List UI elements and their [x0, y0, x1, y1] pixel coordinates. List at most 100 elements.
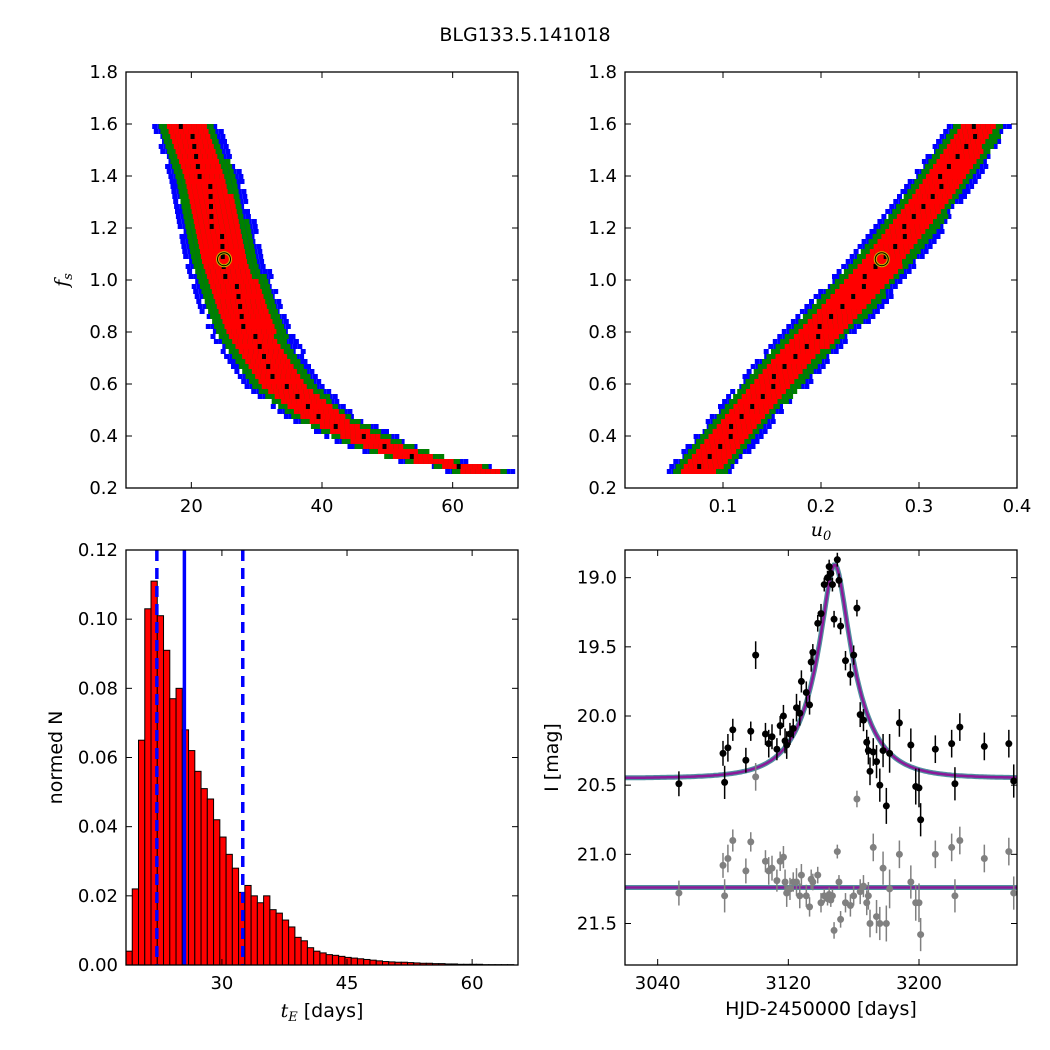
heatmap-cell — [669, 464, 675, 469]
heatmap-cell — [681, 469, 686, 474]
heatmap-cell — [943, 144, 949, 149]
heatmap-cell — [679, 459, 685, 464]
heatmap-cell — [924, 164, 930, 169]
heatmap-cell — [888, 294, 894, 299]
heatmap-core-cell — [840, 304, 845, 309]
heatmap-cell — [983, 164, 989, 169]
heatmap-cell — [225, 149, 231, 154]
heatmap-cell — [944, 184, 950, 189]
heatmap-cell — [316, 379, 322, 384]
heatmap-cell — [881, 229, 887, 234]
heatmap-cell — [798, 319, 804, 324]
heatmap-cell — [244, 324, 250, 329]
heatmap-cell — [230, 299, 236, 304]
heatmap-cell — [861, 239, 867, 244]
heatmap-cell — [278, 379, 284, 384]
heatmap-cell — [375, 439, 381, 444]
heatmap-cell — [766, 364, 772, 369]
heatmap-cell — [881, 294, 887, 299]
heatmap-cell — [229, 324, 235, 329]
heatmap-cell — [275, 374, 281, 379]
heatmap-cell — [826, 299, 831, 304]
heatmap-cell — [214, 199, 220, 204]
heatmap-cell — [907, 179, 913, 184]
heatmap-core-cell — [209, 214, 214, 219]
heatmap-cell — [232, 354, 238, 359]
heatmap-cell — [978, 149, 984, 154]
heatmap-cell — [940, 189, 946, 194]
heatmap-cell — [188, 274, 194, 279]
heatmap-cell — [251, 219, 257, 224]
heatmap-cell — [226, 304, 232, 309]
heatmap-cell — [334, 399, 340, 404]
heatmap-cell — [177, 224, 183, 229]
heatmap-cell — [792, 369, 798, 374]
heatmap-cell — [208, 144, 214, 149]
heatmap-cell — [240, 209, 245, 214]
heatmap-cell — [759, 409, 765, 414]
heatmap-cell — [186, 204, 192, 209]
heatmap-cell — [215, 179, 221, 184]
heatmap-cell — [855, 294, 861, 299]
heatmap-cell — [206, 289, 212, 294]
heatmap-cell — [220, 314, 226, 319]
heatmap-cell — [833, 324, 839, 329]
heatmap-cell — [260, 344, 266, 349]
heatmap-cell — [346, 439, 352, 444]
heatmap-cell — [235, 269, 241, 274]
heatmap-cell — [263, 294, 269, 299]
heatmap-cell — [260, 314, 266, 319]
heatmap-cell — [222, 214, 228, 219]
heatmap-cell — [171, 124, 177, 129]
heatmap-cell — [195, 134, 201, 139]
heatmap-cell — [205, 229, 211, 234]
heatmap-cell — [837, 319, 843, 324]
heatmap-cell — [854, 284, 860, 289]
heatmap-cell — [771, 354, 777, 359]
heatmap-cell — [228, 194, 234, 199]
heatmap-cell — [938, 164, 943, 169]
heatmap-cell — [200, 134, 206, 139]
heatmap-cell — [956, 144, 962, 149]
heatmap-cell — [799, 339, 805, 344]
heatmap-cell — [943, 214, 949, 219]
y-tick-label: 1.4 — [89, 166, 118, 187]
heatmap-cell — [277, 409, 283, 414]
heatmap-cell — [231, 169, 237, 174]
heatmap-cell — [846, 304, 852, 309]
heatmap-cell — [381, 434, 387, 439]
heatmap-cell — [317, 404, 323, 409]
heatmap-cell — [179, 194, 185, 199]
heatmap-cell — [424, 449, 430, 454]
heatmap-cell — [252, 339, 258, 344]
heatmap-cell — [735, 414, 740, 419]
heatmap-cell — [284, 409, 290, 414]
heatmap-cell — [780, 349, 786, 354]
heatmap-cell — [739, 409, 745, 414]
heatmap-cell — [333, 409, 339, 414]
heatmap-cell — [409, 444, 415, 449]
heatmap-cell — [692, 449, 698, 454]
heatmap-cell — [259, 284, 265, 289]
heatmap-cell — [394, 434, 400, 439]
heatmap-cell — [242, 339, 248, 344]
heatmap-cell — [300, 349, 306, 354]
heatmap-cell — [191, 184, 197, 189]
heatmap-cell — [942, 194, 948, 199]
heatmap-cell — [354, 444, 360, 449]
heatmap-cell — [289, 409, 295, 414]
heatmap-cell — [192, 214, 198, 219]
heatmap-cell — [887, 259, 892, 264]
heatmap-cell — [230, 269, 236, 274]
heatmap-cell — [318, 409, 324, 414]
heatmap-cell — [888, 269, 893, 274]
heatmap-cell — [241, 329, 247, 334]
heatmap-cell — [255, 284, 261, 289]
heatmap-cell — [279, 324, 285, 329]
heatmap-cell — [911, 234, 917, 239]
heatmap-cell — [881, 214, 887, 219]
heatmap-cell — [283, 414, 289, 419]
heatmap-cell — [737, 449, 743, 454]
heatmap-cell — [980, 139, 986, 144]
heatmap-cell — [832, 274, 837, 279]
